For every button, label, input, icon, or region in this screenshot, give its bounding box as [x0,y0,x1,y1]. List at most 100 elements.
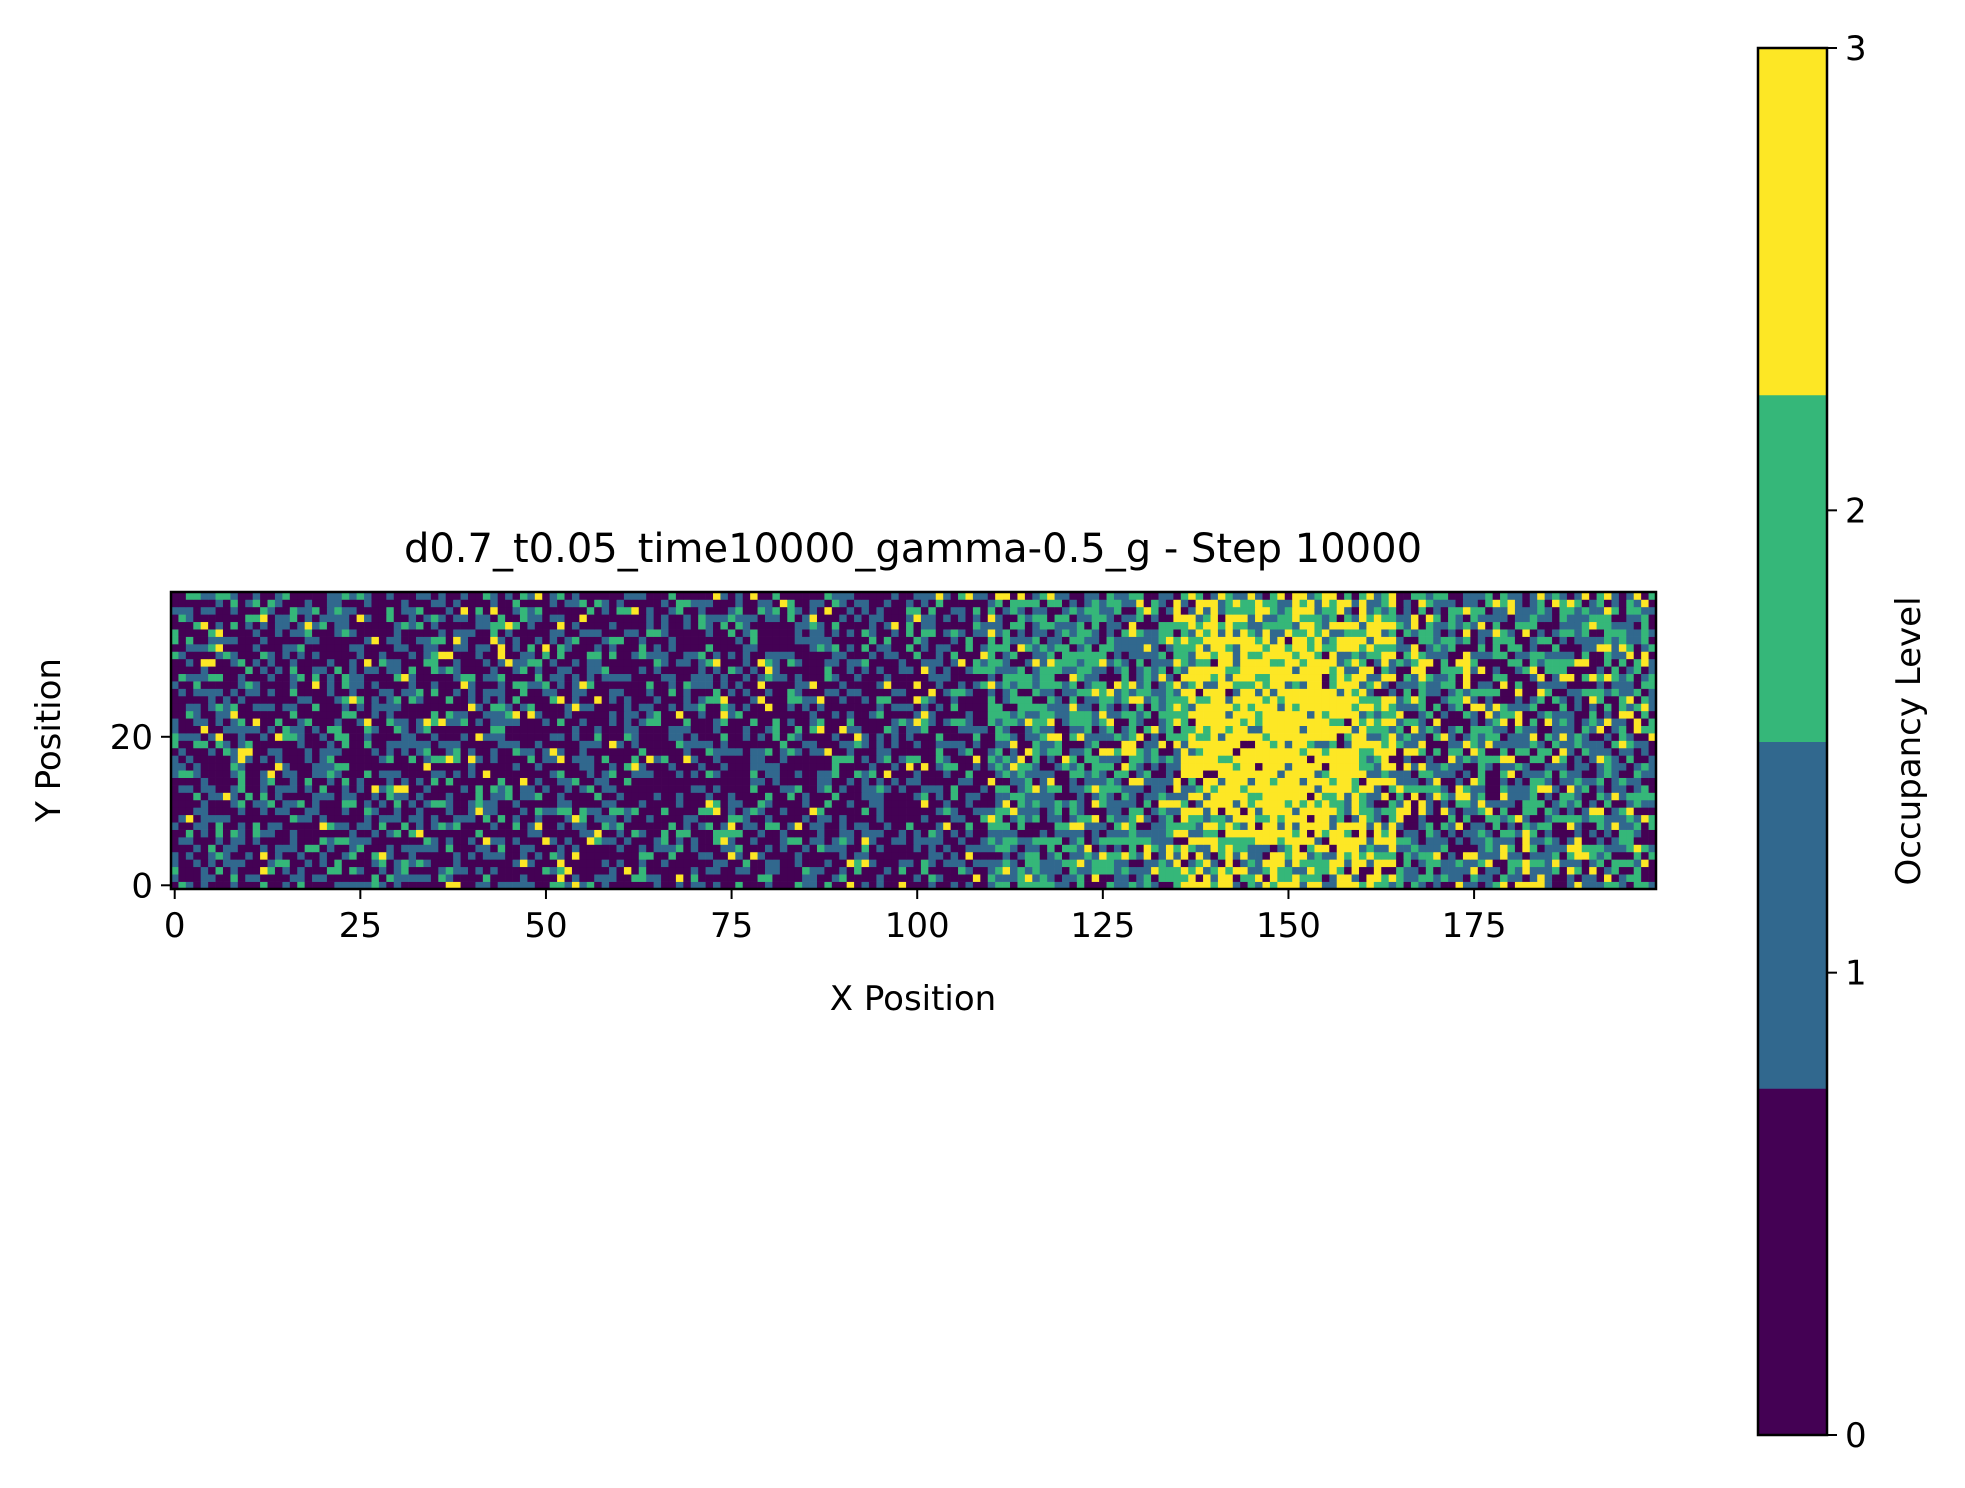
heatmap-cell [282,866,291,875]
heatmap-cell [1173,881,1182,890]
heatmap-cell [831,829,840,838]
heatmap-cell [1255,837,1263,845]
heatmap-cell [1544,881,1553,890]
heatmap-cell [453,829,461,838]
heatmap-cell [445,762,454,771]
heatmap-cell [883,792,892,801]
heatmap-cell [519,703,528,712]
heatmap-cell [185,859,194,868]
heatmap-cell [1500,799,1508,808]
heatmap-cell [1351,799,1360,808]
heatmap-cell [423,747,432,756]
heatmap-cell [854,777,862,786]
heatmap-cell [527,792,536,801]
heatmap-cell [1151,747,1159,756]
heatmap-cell [1537,785,1545,793]
heatmap-cell [1633,874,1642,882]
heatmap-cell [1641,822,1649,830]
heatmap-cell [549,747,558,756]
heatmap-cell [995,829,1003,838]
heatmap-cell [1210,733,1219,741]
heatmap-cell [1462,718,1471,726]
heatmap-cell [1418,725,1427,734]
heatmap-cell [623,874,632,882]
heatmap-cell [393,710,402,719]
heatmap-cell [222,814,231,823]
heatmap-cell [319,777,328,786]
heatmap-cell [193,747,202,756]
heatmap-cell [1106,718,1115,726]
heatmap-cell [816,851,825,860]
heatmap-cell [1180,747,1189,756]
heatmap-cell [646,740,654,749]
heatmap-cell [616,866,625,875]
heatmap-cell [297,777,305,786]
heatmap-cell [831,718,840,726]
heatmap-cell [794,881,803,890]
heatmap-cell [765,747,773,756]
heatmap-cell [661,755,669,764]
heatmap-cell [326,844,335,853]
heatmap-cell [720,740,729,749]
heatmap-cell [1255,881,1263,890]
heatmap-cell [1633,792,1642,801]
heatmap-cell [653,822,662,830]
heatmap-cell [1433,874,1442,882]
heatmap-cell [965,785,974,793]
heatmap-cell [809,844,818,853]
heatmap-cell [928,785,937,793]
heatmap-cell [1544,740,1553,749]
heatmap-cell [215,703,224,712]
heatmap-cell [557,881,565,890]
heatmap-cell [282,799,291,808]
heatmap-cell [1559,725,1568,734]
heatmap-cell [222,740,231,749]
heatmap-cell [378,777,387,786]
heatmap-cell [1433,851,1442,860]
heatmap-cell [371,785,380,793]
heatmap-cell [1136,874,1145,882]
heatmap-cell [386,881,395,890]
heatmap-cell [185,807,194,816]
heatmap-cell [972,807,981,816]
heatmap-cell [1485,829,1493,838]
heatmap-cell [557,703,565,712]
heatmap-cell [980,747,989,756]
heatmap-cell [1039,703,1048,712]
heatmap-cell [1210,859,1219,868]
heatmap-cell [1165,710,1174,719]
heatmap-cell [1225,799,1234,808]
heatmap-cell [1329,881,1338,890]
heatmap-cell [1255,792,1263,801]
heatmap-cell [1307,740,1315,749]
heatmap-cell [460,725,469,734]
heatmap-cell [237,851,246,860]
heatmap-cell [230,874,239,882]
heatmap-cell [215,718,224,726]
heatmap-cell [653,755,662,764]
heatmap-cell [445,851,454,860]
heatmap-cell [1054,807,1063,816]
heatmap-cell [913,822,922,830]
heatmap-cell [1359,770,1367,778]
heatmap-cell [854,792,862,801]
heatmap-cell [906,807,914,816]
heatmap-cell [1470,785,1479,793]
heatmap-cell [1307,770,1315,778]
heatmap-cell [1232,770,1241,778]
heatmap-cell [185,733,194,741]
heatmap-cell [1225,881,1234,890]
heatmap-cell [371,725,380,734]
heatmap-cell [1039,762,1048,771]
heatmap-cell [1032,770,1041,778]
heatmap-cell [735,762,744,771]
heatmap-cell [683,807,692,816]
heatmap-cell [1396,725,1404,734]
heatmap-cell [1106,874,1115,882]
heatmap-cell [393,822,402,830]
heatmap-cell [609,710,617,719]
heatmap-cell [1225,755,1234,764]
heatmap-cell [460,881,469,890]
heatmap-cell [571,710,580,719]
heatmap-cell [542,710,551,719]
